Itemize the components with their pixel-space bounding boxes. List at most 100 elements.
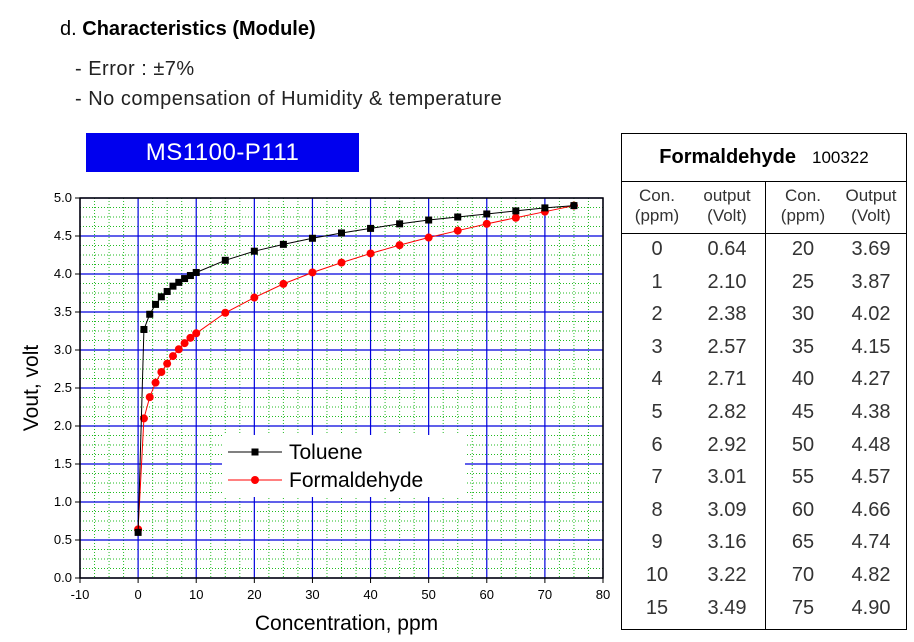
legend-box: [222, 435, 465, 497]
table-cell: 75: [791, 596, 815, 619]
data-point-toluene: [221, 256, 229, 264]
table-row: 9 3.16 65 4.74: [622, 527, 906, 560]
data-point-toluene: [175, 278, 183, 286]
table-cell: 4.48: [851, 433, 891, 456]
table-cell: 2.92: [707, 433, 747, 456]
data-point-formaldehyde: [151, 378, 160, 387]
data-point-toluene: [570, 202, 578, 210]
data-point-toluene: [279, 240, 287, 248]
data-point-formaldehyde: [424, 233, 433, 242]
table-row: 6 2.92 50 4.48: [622, 430, 906, 463]
data-point-toluene: [338, 229, 345, 237]
table-cell: 1: [651, 270, 663, 293]
legend-marker-toluene: [251, 448, 259, 456]
data-point-toluene: [396, 220, 404, 228]
table-cell: 4.57: [851, 466, 891, 489]
data-point-toluene: [454, 213, 462, 221]
model-label: MS1100-P111: [86, 133, 359, 172]
data-point-formaldehyde: [250, 293, 259, 302]
bullet-compensation: - No compensation of Humidity & temperat…: [75, 88, 503, 110]
table-cell: 5: [651, 401, 663, 423]
y-tick-label: 3.5: [54, 304, 72, 319]
table-cell: 3.22: [707, 564, 747, 586]
data-point-formaldehyde: [163, 359, 172, 368]
x-tick-label: 80: [596, 587, 610, 602]
legend-marker-formaldehyde: [251, 476, 259, 484]
data-point-toluene: [181, 275, 189, 283]
data-point-formaldehyde: [168, 352, 177, 361]
header-output-1: output (Volt): [703, 186, 751, 225]
table-cell: 40: [791, 368, 815, 391]
table-title-code: 100322: [811, 147, 869, 167]
table-row: 1 2.10 25 3.87: [622, 267, 906, 300]
data-point-formaldehyde: [221, 308, 230, 317]
formaldehyde-table: Formaldehyde 100322 Con. (ppm) output (Vol…: [621, 133, 907, 630]
x-tick-label: 60: [480, 587, 494, 602]
data-point-formaldehyde: [145, 393, 154, 402]
data-point-formaldehyde: [174, 345, 183, 354]
table-cell: 10: [645, 564, 669, 586]
data-point-formaldehyde: [192, 329, 201, 338]
y-tick-label: 1.0: [54, 494, 72, 509]
table-row: 3 2.57 35 4.15: [622, 332, 906, 365]
data-point-toluene: [186, 272, 194, 280]
table-cell: 3.87: [851, 270, 891, 293]
y-tick-label: 3.0: [54, 342, 72, 357]
response-chart: -10 0 10 20 30 40 50 60 70 80 0.0 0.5 1.0 1.5 2.0 2.5 3.…: [20, 190, 610, 635]
table-divider: [765, 182, 766, 629]
data-point-formaldehyde: [337, 258, 346, 267]
table-title: Formaldehyde 100322: [622, 134, 906, 182]
data-point-toluene: [169, 282, 177, 290]
x-tick-label: 20: [247, 587, 261, 602]
table-cell: 3.49: [707, 596, 747, 619]
table-cell: 4.15: [851, 335, 891, 358]
table-row: 7 3.01 55 4.57: [622, 462, 906, 495]
y-tick-label: 1.5: [54, 456, 72, 471]
table-cell: 2.82: [707, 401, 747, 423]
data-point-formaldehyde: [180, 339, 189, 348]
y-tick-label: 2.5: [54, 380, 72, 395]
table-cell: 25: [791, 270, 815, 293]
data-point-formaldehyde: [366, 249, 375, 258]
table-cell: 4.02: [851, 303, 891, 326]
table-cell: 6: [651, 433, 663, 456]
data-point-toluene: [146, 310, 154, 318]
table-cell: 7: [651, 466, 663, 489]
y-tick-label: 0.5: [54, 532, 72, 547]
legend-label-formaldehyde: Formaldehyde: [289, 469, 423, 492]
data-point-toluene: [140, 325, 148, 333]
table-cell: 70: [791, 564, 815, 586]
x-tick-label: 50: [421, 587, 435, 602]
section-heading: d. Characteristics (Module): [60, 18, 316, 41]
data-point-formaldehyde: [157, 368, 166, 377]
header-con-2: Con. (ppm): [780, 186, 826, 225]
table-cell: 2.10: [707, 270, 747, 293]
x-axis-label: Concentration, ppm: [255, 612, 438, 635]
table-cell: 2.57: [707, 335, 747, 358]
table-row: 0 0.64 20 3.69: [622, 234, 906, 267]
table-cell: 50: [791, 433, 815, 456]
table-cell: 0: [651, 238, 663, 260]
data-point-formaldehyde: [395, 241, 404, 250]
y-axis-label: Vout, volt: [20, 345, 43, 432]
data-point-toluene: [308, 234, 316, 242]
table-title-name: Formaldehyde: [659, 146, 796, 168]
table-cell: 4.90: [851, 596, 891, 619]
table-cell: 2.38: [707, 303, 747, 326]
table-cell: 55: [791, 466, 815, 489]
data-point-toluene: [152, 300, 160, 308]
data-point-toluene: [157, 293, 165, 301]
table-cell: 4: [651, 368, 663, 391]
header-con-1: Con. (ppm): [634, 186, 680, 225]
table-row: 5 2.82 45 4.38: [622, 397, 906, 430]
table-cell: 2: [651, 303, 663, 326]
table-cell: 30: [791, 303, 815, 326]
bullet-error: - Error : ±7%: [75, 58, 195, 80]
table-cell: 60: [791, 498, 815, 521]
y-tick-label: 2.0: [54, 418, 72, 433]
data-point-formaldehyde: [279, 279, 288, 288]
data-point-toluene: [250, 247, 258, 255]
data-point-toluene: [483, 210, 491, 218]
table-cell: 4.74: [851, 531, 891, 554]
data-point-formaldehyde: [511, 213, 520, 222]
